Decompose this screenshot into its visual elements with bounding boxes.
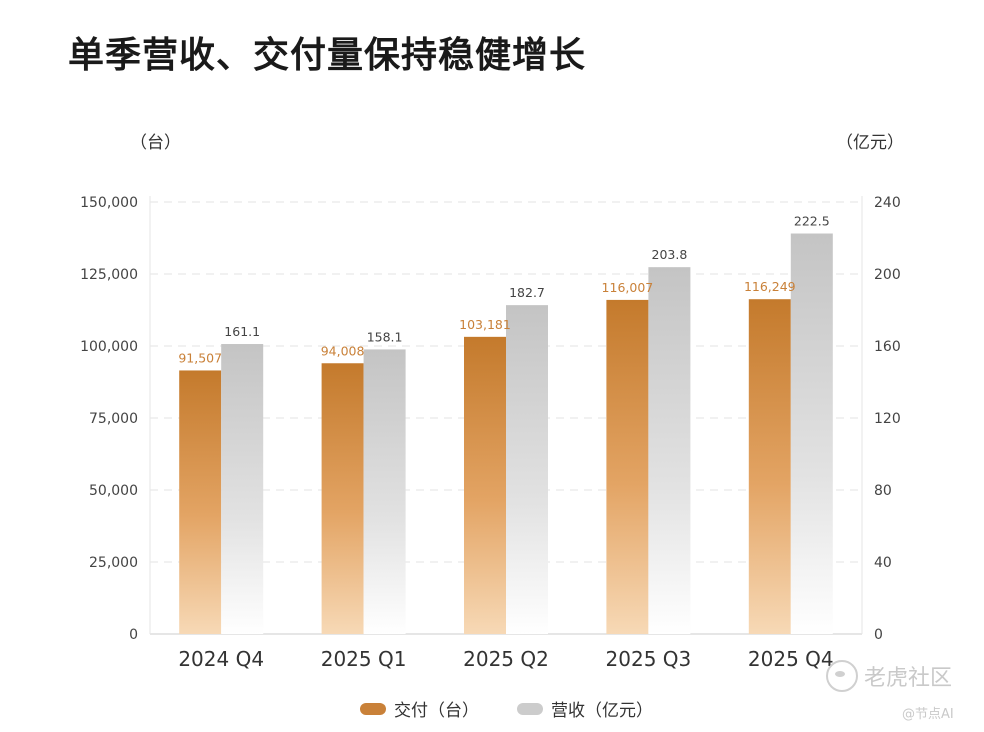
bar-revenue [790, 233, 833, 634]
right-tick-label: 160 [874, 339, 901, 355]
bar-deliveries [321, 363, 364, 634]
data-label-revenue: 222.5 [794, 214, 830, 229]
legend-label-revenue: 营收（亿元） [551, 701, 653, 721]
legend-label-deliveries: 交付（台） [394, 701, 479, 721]
legend-item-deliveries: 交付（台） [360, 696, 479, 721]
bar-revenue [221, 344, 264, 634]
legend: 交付（台） 营收（亿元） [360, 696, 653, 721]
category-label: 2025 Q4 [748, 647, 834, 671]
category-label: 2024 Q4 [178, 647, 264, 671]
bar-revenue [363, 349, 406, 634]
bar-revenue [506, 305, 548, 634]
watermark-logo-icon [826, 660, 858, 692]
left-tick-label: 150,000 [80, 195, 138, 211]
watermark-main-text: 老虎社区 [864, 666, 953, 691]
left-tick-label: 100,000 [80, 339, 138, 355]
left-tick-label: 75,000 [89, 411, 138, 427]
data-label-deliveries: 116,249 [744, 279, 796, 294]
left-tick-label: 25,000 [89, 555, 138, 571]
data-label-deliveries: 91,507 [178, 350, 222, 365]
left-tick-label: 125,000 [80, 267, 138, 283]
legend-item-revenue: 营收（亿元） [517, 696, 653, 721]
data-label-revenue: 158.1 [367, 329, 403, 344]
legend-swatch-deliveries [360, 702, 386, 715]
bar-chart: 0 0 25,000 40 50,000 80 75,000 120 100,000 160 125… [80, 195, 901, 671]
data-label-deliveries: 116,007 [602, 280, 654, 295]
bar-deliveries [464, 336, 506, 634]
axes: 0 0 25,000 40 50,000 80 75,000 120 100,000 160 125… [80, 195, 901, 671]
bar-deliveries [606, 299, 649, 634]
category-label: 2025 Q1 [321, 647, 407, 671]
category-label: 2025 Q2 [463, 647, 549, 671]
right-tick-label: 200 [874, 267, 901, 283]
data-label-revenue: 161.1 [224, 324, 260, 339]
category-label: 2025 Q3 [606, 647, 692, 671]
data-label-deliveries: 94,008 [321, 343, 365, 358]
right-tick-label: 240 [874, 195, 901, 211]
right-tick-label: 80 [874, 483, 892, 499]
data-label-revenue: 203.8 [652, 247, 688, 262]
bar-deliveries [179, 370, 222, 634]
watermark-main: 老虎社区 [826, 660, 952, 692]
bar-deliveries [748, 299, 791, 634]
data-label-deliveries: 103,181 [459, 317, 511, 332]
right-tick-label: 40 [874, 555, 892, 571]
bars [179, 233, 833, 634]
right-tick-label: 120 [874, 411, 901, 427]
data-label-revenue: 182.7 [509, 285, 545, 300]
chart-title: 单季营收、交付量保持稳健增长 [68, 35, 587, 76]
bar-revenue [648, 267, 691, 634]
left-axis-unit: （台） [130, 133, 181, 153]
right-tick-label: 0 [874, 627, 883, 643]
legend-swatch-revenue [517, 702, 543, 715]
watermark-sub: @节点AI [902, 707, 954, 722]
left-tick-label: 0 [129, 627, 138, 643]
left-tick-label: 50,000 [89, 483, 138, 499]
right-axis-unit: （亿元） [836, 133, 904, 153]
